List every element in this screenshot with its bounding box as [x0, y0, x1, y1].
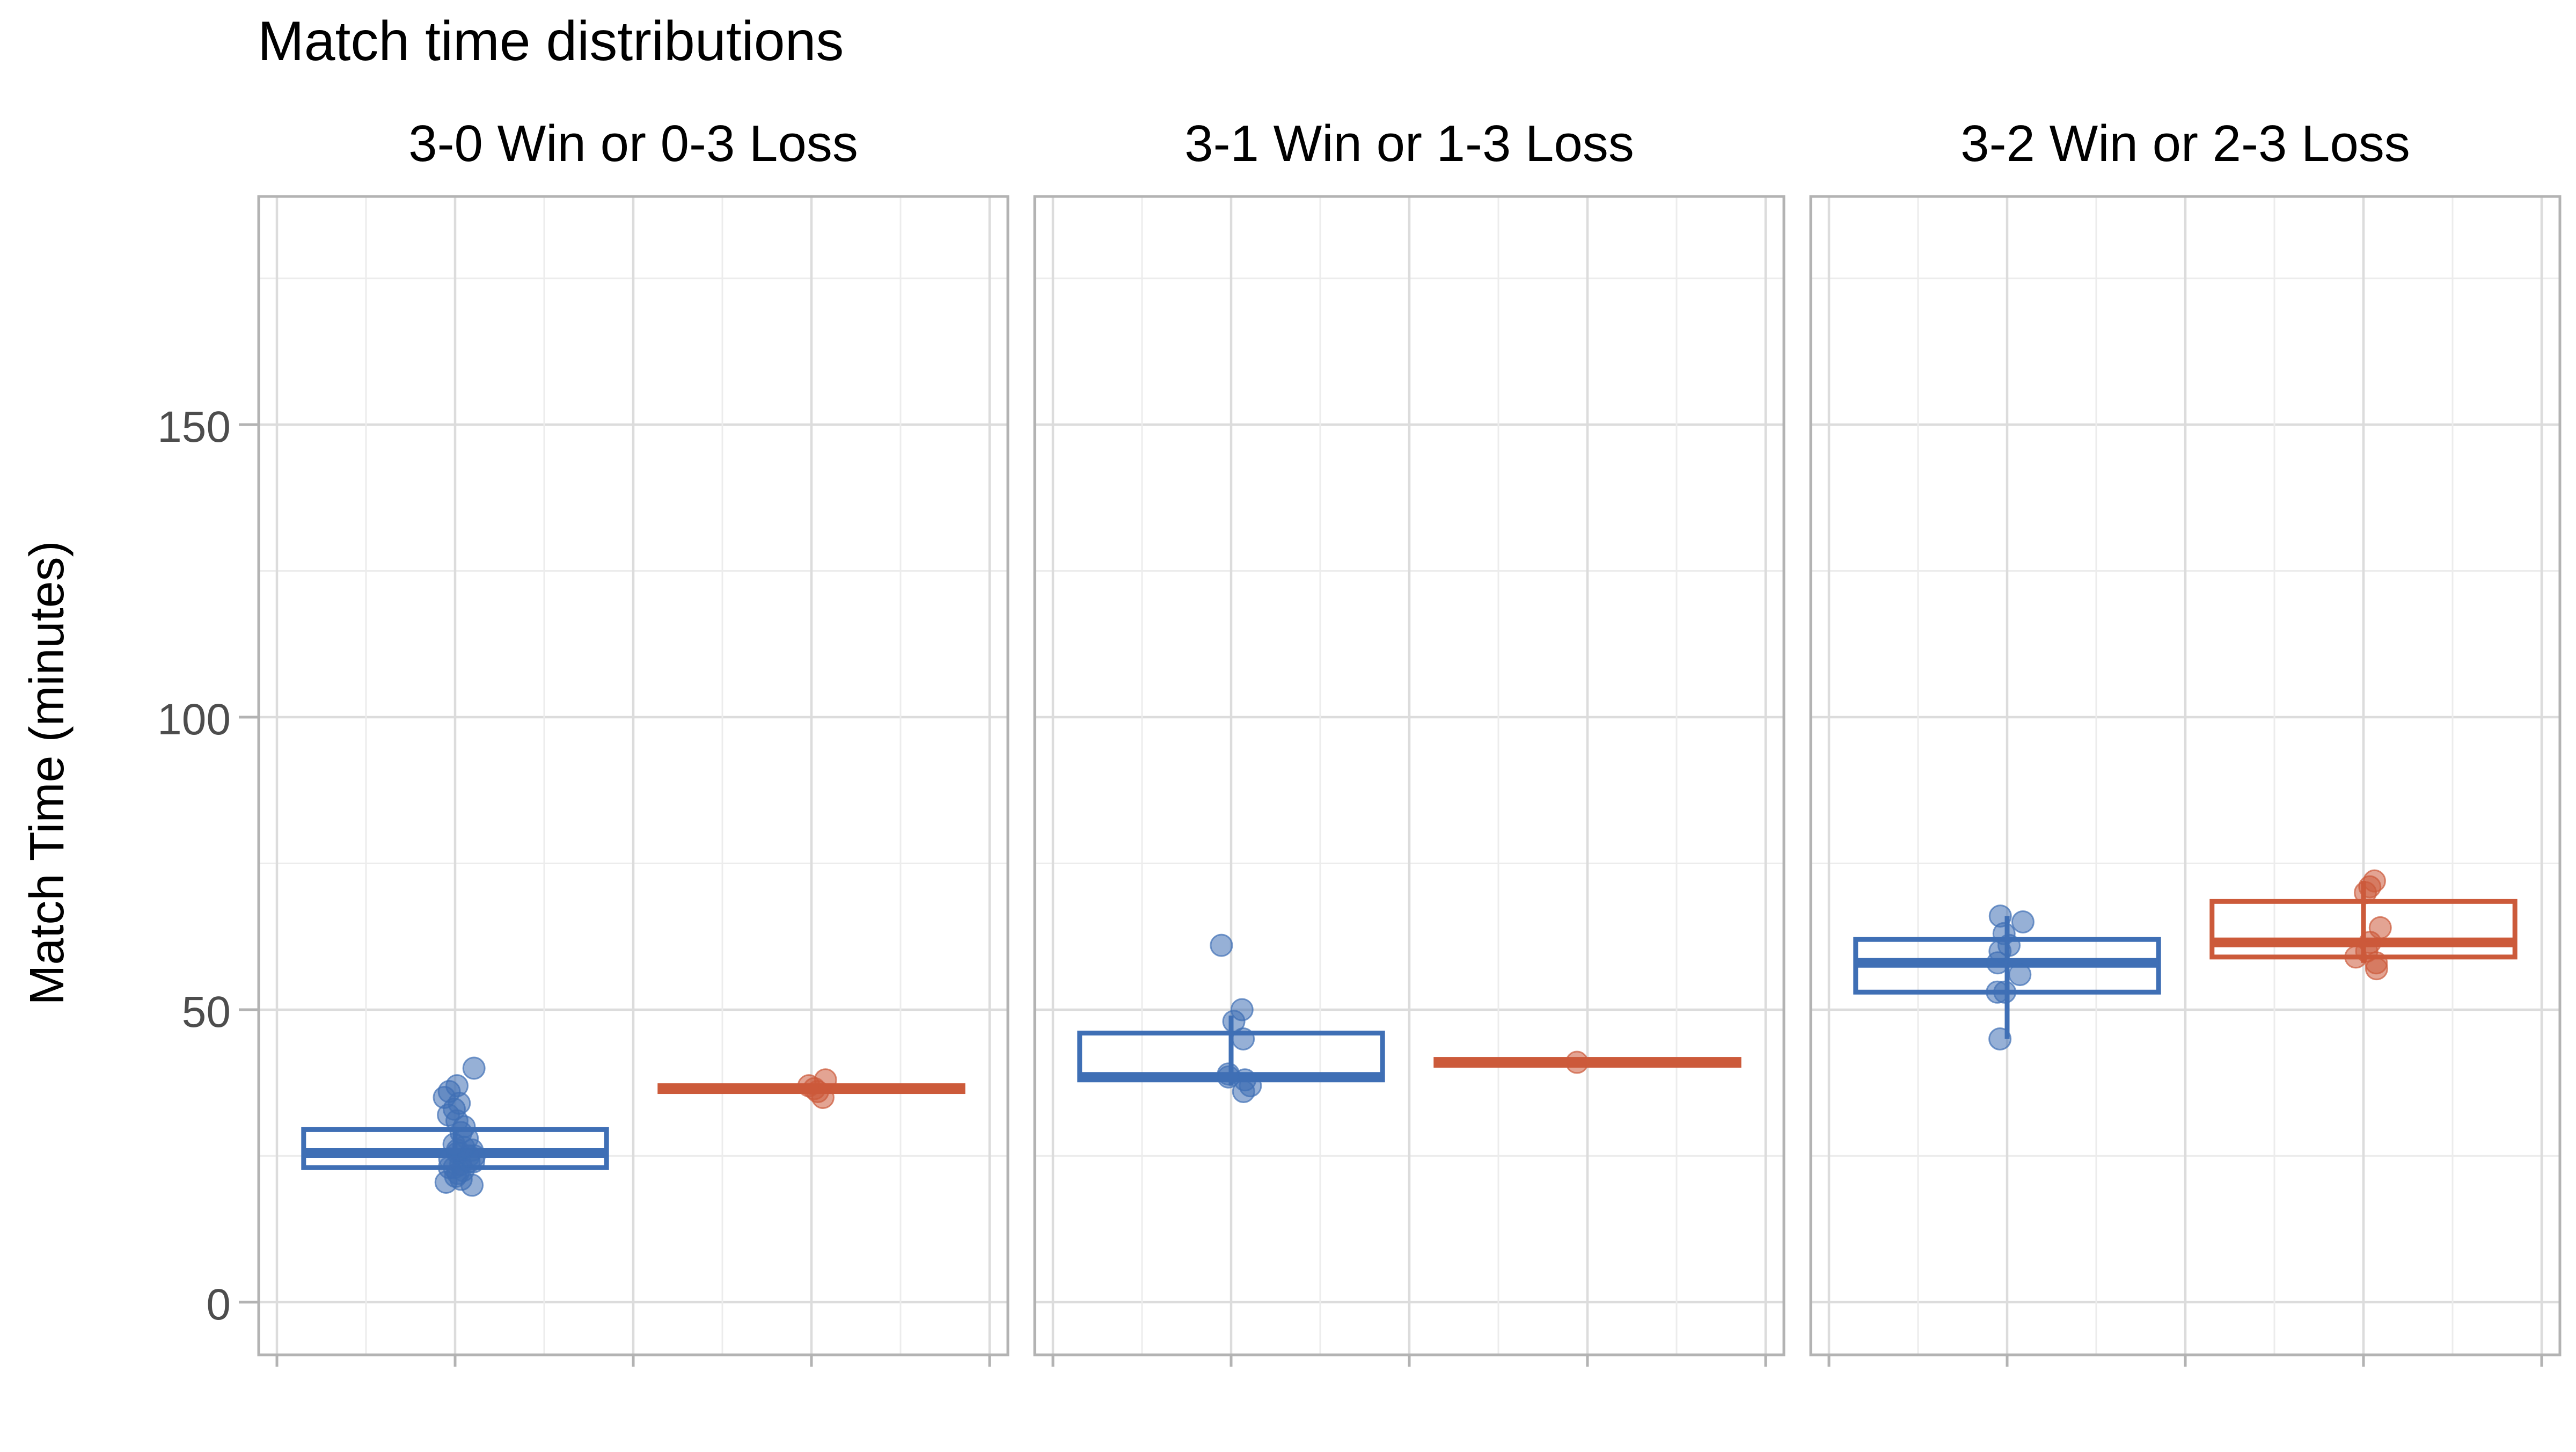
panel-border — [1809, 195, 2562, 1356]
loss-box — [657, 1068, 965, 1109]
panel-border — [1033, 195, 1785, 1356]
y-tick-label: 50 — [182, 988, 231, 1037]
facet-panels: 3-0 Win or 0-3 Loss 3-1 Win or 1-3 Loss 3-… — [257, 115, 2562, 1367]
facet-strip-title: 3-2 Win or 2-3 Loss — [1960, 115, 2410, 172]
data-point — [2362, 869, 2386, 893]
data-point — [1217, 1062, 1240, 1086]
data-point — [1988, 904, 2012, 928]
win-box — [1077, 933, 1385, 1104]
data-point — [1565, 1050, 1589, 1074]
y-axis-ticks: 0 50 100 150 — [157, 403, 259, 1329]
data-point — [2368, 916, 2392, 939]
y-tick-label: 150 — [157, 403, 231, 451]
chart-title: Match time distributions — [258, 10, 844, 72]
panel-border — [257, 195, 1009, 1356]
data-point — [814, 1068, 837, 1092]
win-box — [1853, 904, 2161, 1050]
data-point — [1210, 933, 1233, 957]
facet-panel: 3-0 Win or 0-3 Loss — [257, 115, 1009, 1367]
facet-panel: 3-2 Win or 2-3 Loss — [1809, 115, 2562, 1367]
data-point — [2011, 910, 2035, 933]
data-point — [1986, 980, 2009, 1004]
data-point — [1230, 998, 1254, 1021]
loss-box — [2209, 869, 2518, 981]
loss-box — [1433, 1050, 1741, 1074]
facet-strip-title: 3-1 Win or 1-3 Loss — [1184, 115, 1634, 172]
win-box — [301, 1056, 609, 1197]
data-point — [445, 1074, 469, 1098]
y-tick-label: 0 — [206, 1280, 231, 1329]
data-point — [1988, 1027, 2012, 1050]
data-point — [462, 1056, 486, 1080]
facet-panel: 3-1 Win or 1-3 Loss — [1033, 115, 1785, 1367]
y-axis-label: Match Time (minutes) — [20, 541, 74, 1005]
y-tick-label: 100 — [157, 695, 231, 744]
data-point — [2008, 963, 2032, 987]
data-point — [1232, 1027, 1255, 1050]
facet-strip-title: 3-0 Win or 0-3 Loss — [408, 115, 858, 172]
